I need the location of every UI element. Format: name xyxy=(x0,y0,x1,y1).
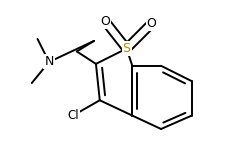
Text: Cl: Cl xyxy=(67,109,79,122)
Text: N: N xyxy=(44,56,54,68)
Text: O: O xyxy=(101,15,110,28)
Text: S: S xyxy=(123,42,131,55)
Text: O: O xyxy=(146,17,156,30)
